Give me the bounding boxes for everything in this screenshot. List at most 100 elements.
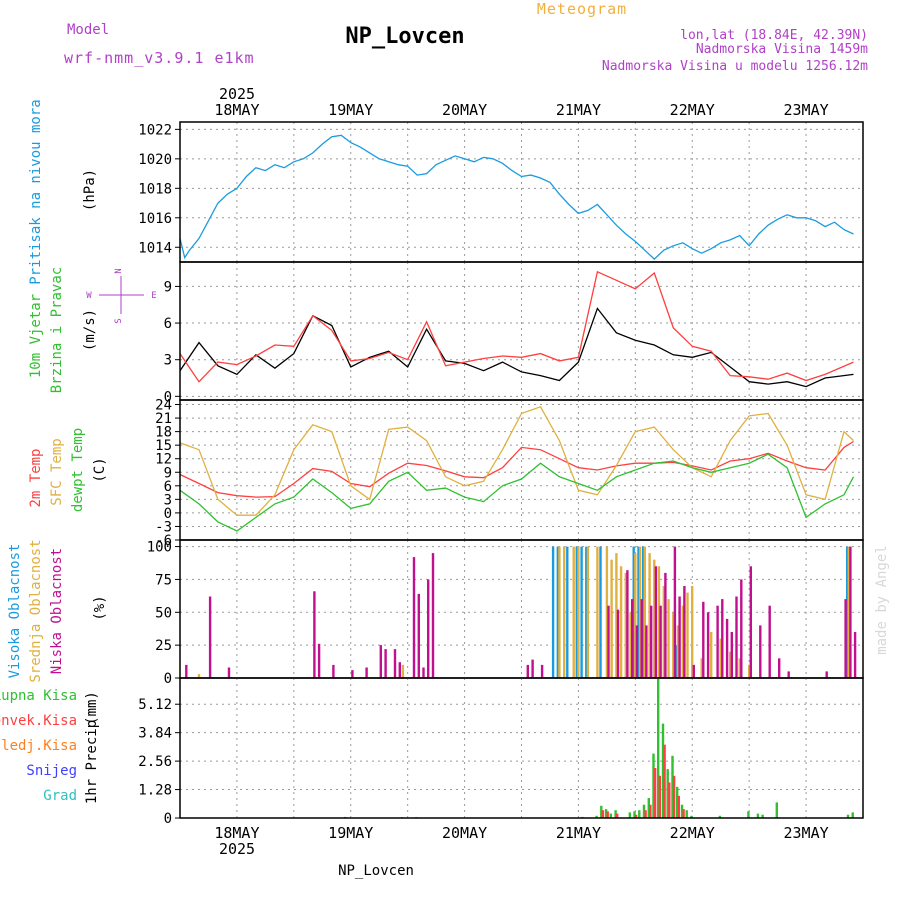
pressure-ytick-label: 1018: [138, 181, 172, 197]
cloud-bar: [691, 586, 694, 678]
cloud-bar: [317, 643, 321, 678]
cloud-bar: [719, 638, 722, 678]
cloud-bar: [664, 572, 667, 678]
temperature-ytick-label: 18: [155, 425, 172, 441]
cloud-ytick-label: 0: [164, 671, 172, 687]
cloud-bar: [749, 566, 752, 678]
cloud-bar: [692, 664, 695, 678]
temperature-ytick-label: -3: [155, 519, 172, 535]
precip-bar: [604, 809, 608, 818]
temperature-ytick-label: 0: [164, 506, 172, 522]
precip-bar: [668, 782, 671, 818]
precip-bar: [638, 810, 641, 818]
precip-bar: [614, 810, 617, 818]
precip-bar: [609, 813, 612, 818]
cloud-bar: [619, 566, 623, 678]
model-label: Model: [67, 22, 109, 38]
cloud-bar: [551, 546, 555, 678]
precip-bar: [634, 814, 638, 818]
compass-west: W: [86, 291, 92, 301]
precip-bar: [658, 775, 661, 818]
precip-bar: [600, 805, 603, 818]
precip-legend-item: Ukupna Kisa: [0, 688, 77, 704]
cloud-bar: [365, 667, 368, 678]
product-title: Meteogram: [537, 0, 627, 18]
precip-bar: [680, 804, 684, 818]
bottom-day-labels: 18MAY 19MAY 20MAY 21MAY 22MAY 23MAY: [214, 824, 828, 842]
cloud-ytick-label: 100: [147, 540, 172, 556]
wind-frame: [179, 261, 864, 401]
precip-bar: [685, 810, 688, 818]
cloud-bar: [643, 546, 646, 678]
cloud-bar: [673, 546, 677, 678]
model-elevation-info: Nadmorska Visina u modelu 1256.12m: [602, 59, 868, 74]
pressure-ytick-label: 1014: [138, 240, 172, 256]
wind-ytick-label: 9: [164, 279, 172, 295]
cloud-bar: [702, 601, 705, 678]
cloud-bar: [637, 546, 640, 678]
cloud-bar: [422, 667, 425, 678]
elevation-info: Nadmorska Visina 1459m: [696, 42, 868, 57]
temp-ylabel-3: dewpt Temp: [70, 428, 86, 512]
precip-ytick-label: 2.56: [138, 754, 172, 770]
cloud-bar: [624, 572, 627, 678]
axis-titles: Pritisak na nivou mora (hPa) 10m Vjetar …: [7, 99, 108, 804]
temp-ylabel-2: SFC Temp: [49, 438, 65, 505]
cloud-bar: [431, 553, 435, 678]
cloud-bar: [577, 546, 580, 678]
temperature-series-line: [179, 406, 854, 516]
cloud-bar: [638, 546, 642, 678]
day-label-top: 20MAY: [442, 101, 487, 119]
wind-ylabel-1: 10m Vjetar: [28, 294, 44, 378]
cloud-bar: [706, 612, 710, 678]
day-label-bottom: 20MAY: [442, 824, 487, 842]
temperature-series-line: [179, 440, 854, 498]
cloud-bar: [846, 546, 849, 678]
pressure-ytick-label: 1016: [138, 211, 172, 227]
cloud-bar: [844, 599, 847, 678]
cloud-bar: [759, 625, 762, 678]
cloud-bar: [654, 566, 658, 678]
cloud-ylabel-2: Srednja Oblacnost: [28, 539, 44, 682]
compass-north: N: [114, 268, 124, 273]
precip-bar: [747, 811, 750, 818]
cloud-bar: [412, 557, 416, 678]
cloud-bar: [227, 667, 231, 678]
cloud-unit: (%): [92, 595, 108, 620]
temperature-ytick-label: 12: [155, 452, 172, 468]
wind-series-line: [179, 307, 854, 388]
wind-ytick-label: 3: [164, 353, 172, 369]
precip-ylabel: 1hr Precip: [84, 720, 100, 804]
precip-ytick-label: 0: [164, 811, 172, 827]
precip-bar: [676, 786, 679, 818]
pressure-ytick-label: 1020: [138, 152, 172, 168]
cloud-bar: [725, 618, 729, 678]
cloud-bar: [586, 546, 590, 678]
compass-east: E: [151, 291, 156, 301]
cloud-bar: [580, 546, 583, 678]
temperature-ytick-label: 9: [164, 465, 172, 481]
cloud-bar: [672, 612, 675, 678]
cloud-ylabel-1: Visoka Oblacnost: [7, 544, 23, 679]
cloud-bar: [710, 632, 713, 678]
temperature-ytick-label: 21: [155, 411, 172, 427]
temp-ylabel-1: 2m Temp: [28, 448, 44, 507]
temperature-series-line: [179, 453, 855, 532]
cloud-bar: [393, 649, 397, 678]
precip-bar: [851, 812, 854, 818]
temp-unit: (C): [92, 457, 108, 482]
precip-ytick-label: 5.12: [138, 697, 172, 713]
precip-legend: Ukupna Kisa Konvek.Kisa Zaledj.Kisa Snijeg G…: [0, 688, 77, 804]
day-label-top: 21MAY: [556, 101, 601, 119]
cloud-bar: [721, 599, 724, 678]
precip-bar: [642, 804, 646, 818]
pressure-ytick-label: 1022: [138, 122, 172, 138]
cloud-bar: [667, 599, 670, 678]
day-label-bottom: 22MAY: [670, 824, 715, 842]
cloud-bar: [740, 579, 743, 678]
cloud-bar: [610, 559, 613, 678]
year-bottom: 2025: [219, 840, 255, 858]
wind-series-line: [179, 270, 854, 383]
